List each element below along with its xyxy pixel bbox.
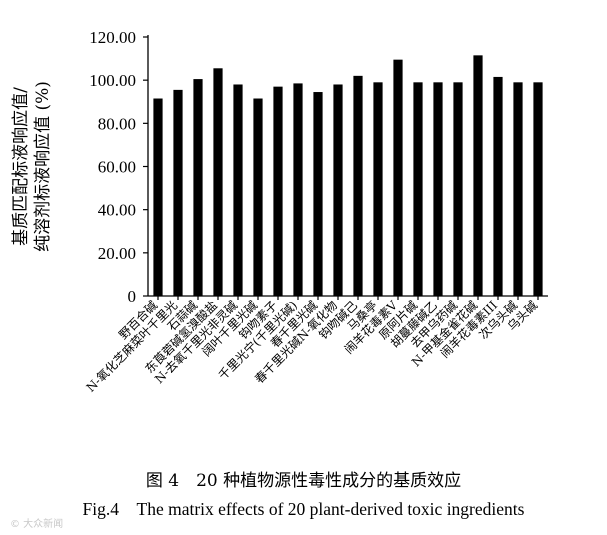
bars xyxy=(153,55,543,297)
bar-chart: 基质匹配标液响应值/纯溶剂标液响应值 (%) 0 20.00 40.00 60.00 8… xyxy=(11,28,548,395)
bar-9 xyxy=(313,92,323,296)
bar-18 xyxy=(493,76,503,296)
bar-20 xyxy=(533,82,543,296)
bar-11 xyxy=(353,75,363,296)
bar-17 xyxy=(473,55,483,297)
figure-caption-english: Fig.4 The matrix effects of 20 plant-der… xyxy=(82,499,525,519)
bar-12 xyxy=(373,82,383,296)
y-axis-ticks: 0 20.00 40.00 60.00 80.00 100.00 120.00 xyxy=(89,28,148,306)
y-tick-label: 60.00 xyxy=(98,158,136,177)
bar-5 xyxy=(233,84,243,296)
bar-19 xyxy=(513,82,523,296)
bar-2 xyxy=(173,89,183,296)
bar-4 xyxy=(213,68,223,296)
watermark: © 大众新闻 xyxy=(10,519,64,530)
bar-1 xyxy=(153,98,163,296)
y-axis-label-line-2: 纯溶剂标液响应值 (%) xyxy=(33,81,53,252)
figure-caption-chinese: 图 4 20 种植物源性毒性成分的基质效应 xyxy=(145,471,462,491)
bar-6 xyxy=(253,98,263,296)
y-axis-label-line-1: 基质匹配标液响应值/ xyxy=(11,87,31,246)
y-tick-label: 40.00 xyxy=(98,201,136,220)
bar-15 xyxy=(433,82,443,296)
bar-16 xyxy=(453,82,463,296)
y-tick-label: 20.00 xyxy=(98,244,136,263)
axes xyxy=(147,35,548,297)
y-tick-label: 0 xyxy=(128,287,137,306)
y-tick-label: 120.00 xyxy=(89,28,136,47)
x-axis-ticks: 野百合碱N-氧化芝麻菜叶千里光石蒜碱东莨菪碱氢溴酸盐N-去氧千里光非灵碱阔叶千里… xyxy=(83,296,540,395)
bar-3 xyxy=(193,79,203,297)
bar-14 xyxy=(413,82,423,296)
y-tick-label: 100.00 xyxy=(89,71,136,90)
bar-8 xyxy=(293,83,303,296)
bar-7 xyxy=(273,86,283,297)
bar-13 xyxy=(393,59,403,296)
y-tick-label: 80.00 xyxy=(98,114,136,133)
y-axis-label: 基质匹配标液响应值/纯溶剂标液响应值 (%) xyxy=(11,81,53,252)
bar-10 xyxy=(333,84,343,296)
